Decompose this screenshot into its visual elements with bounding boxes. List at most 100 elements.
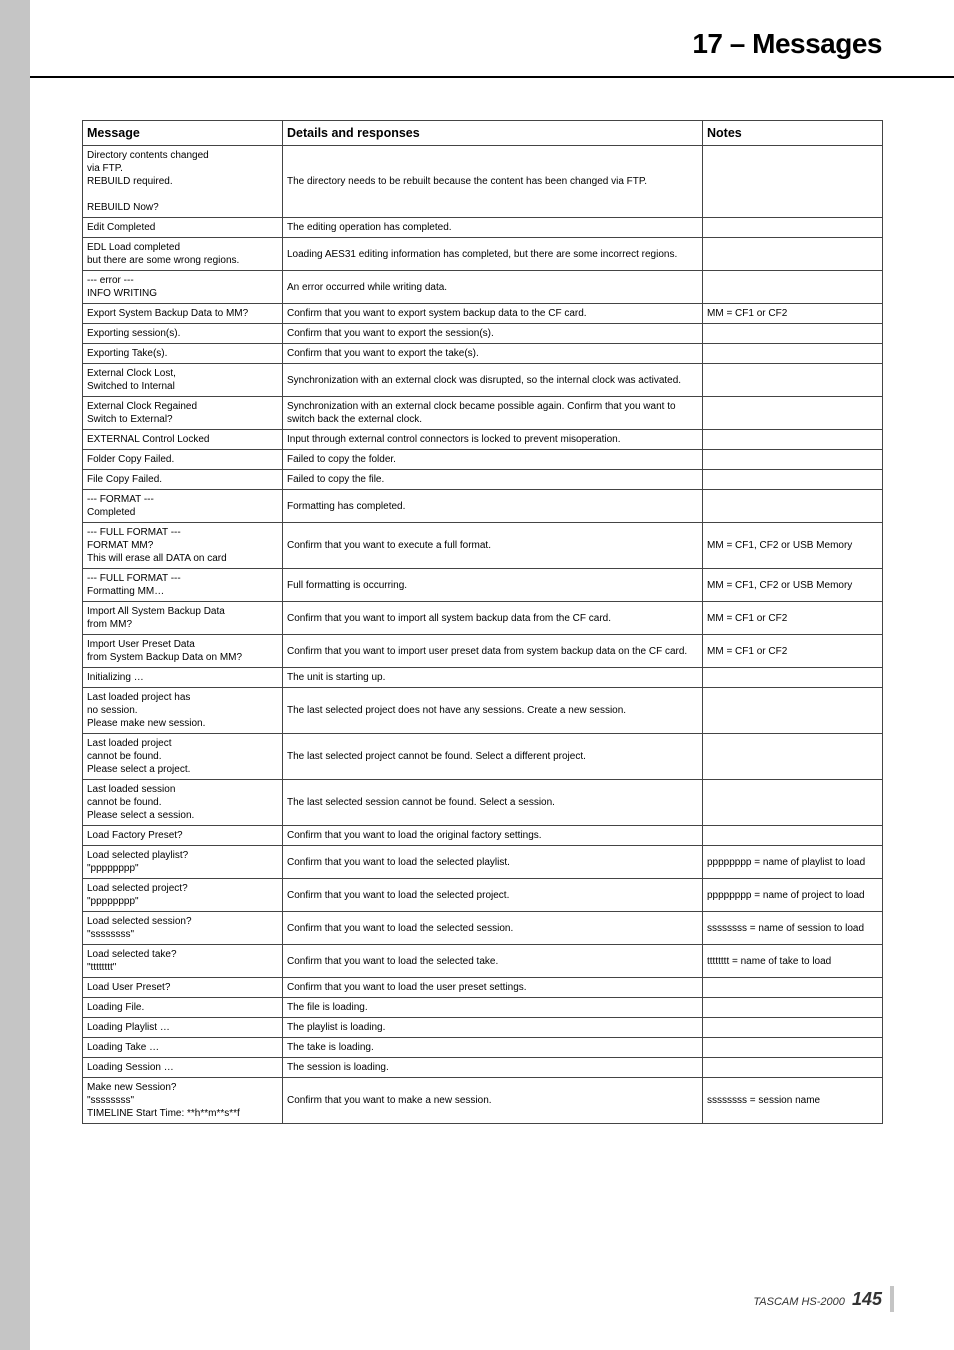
- table-row: External Clock Lost, Switched to Interna…: [83, 364, 883, 397]
- cell-msg: Directory contents changed via FTP. REBU…: [83, 146, 283, 218]
- cell-det: Confirm that you want to export system b…: [283, 304, 703, 324]
- table-row: --- FORMAT --- CompletedFormatting has c…: [83, 490, 883, 523]
- cell-note: [703, 688, 883, 734]
- cell-msg: Last loaded session cannot be found. Ple…: [83, 780, 283, 826]
- cell-note: MM = CF1 or CF2: [703, 304, 883, 324]
- cell-msg: Load selected playlist? "pppppppp": [83, 846, 283, 879]
- table-row: Initializing …The unit is starting up.: [83, 668, 883, 688]
- cell-note: [703, 470, 883, 490]
- cell-det: Confirm that you want to export the sess…: [283, 324, 703, 344]
- cell-det: Full formatting is occurring.: [283, 569, 703, 602]
- cell-det: The directory needs to be rebuilt becaus…: [283, 146, 703, 218]
- page-footer: TASCAM HS-2000 145: [753, 1289, 882, 1310]
- cell-msg: Loading Take …: [83, 1038, 283, 1058]
- cell-note: [703, 397, 883, 430]
- product-name: TASCAM HS-2000: [753, 1296, 845, 1308]
- table-row: Exporting Take(s).Confirm that you want …: [83, 344, 883, 364]
- cell-det: The take is loading.: [283, 1038, 703, 1058]
- table-row: --- error --- INFO WRITINGAn error occur…: [83, 271, 883, 304]
- table-row: Load Factory Preset?Confirm that you wan…: [83, 826, 883, 846]
- cell-msg: EXTERNAL Control Locked: [83, 430, 283, 450]
- cell-det: The unit is starting up.: [283, 668, 703, 688]
- cell-msg: Load selected session? "ssssssss": [83, 912, 283, 945]
- cell-note: pppppppp = name of playlist to load: [703, 846, 883, 879]
- cell-note: [703, 826, 883, 846]
- cell-msg: Load Factory Preset?: [83, 826, 283, 846]
- cell-det: Confirm that you want to export the take…: [283, 344, 703, 364]
- cell-det: Confirm that you want to make a new sess…: [283, 1078, 703, 1124]
- table-row: --- FULL FORMAT --- Formatting MM…Full f…: [83, 569, 883, 602]
- cell-msg: --- FULL FORMAT --- FORMAT MM? This will…: [83, 523, 283, 569]
- cell-note: pppppppp = name of project to load: [703, 879, 883, 912]
- cell-msg: External Clock Regained Switch to Extern…: [83, 397, 283, 430]
- cell-msg: Load User Preset?: [83, 978, 283, 998]
- cell-msg: External Clock Lost, Switched to Interna…: [83, 364, 283, 397]
- cell-note: [703, 1038, 883, 1058]
- chapter-title: 17 – Messages: [692, 28, 882, 60]
- table-row: Last loaded project has no session. Plea…: [83, 688, 883, 734]
- cell-note: tttttttt = name of take to load: [703, 945, 883, 978]
- table-row: Last loaded project cannot be found. Ple…: [83, 734, 883, 780]
- table-row: Load selected take? "tttttttt"Confirm th…: [83, 945, 883, 978]
- table-row: Loading Take …The take is loading.: [83, 1038, 883, 1058]
- cell-det: Failed to copy the file.: [283, 470, 703, 490]
- cell-msg: Load selected take? "tttttttt": [83, 945, 283, 978]
- cell-note: [703, 218, 883, 238]
- col-details: Details and responses: [283, 121, 703, 146]
- table-row: Load selected session? "ssssssss"Confirm…: [83, 912, 883, 945]
- cell-msg: Import All System Backup Data from MM?: [83, 602, 283, 635]
- cell-det: Confirm that you want to load the select…: [283, 912, 703, 945]
- table-row: External Clock Regained Switch to Extern…: [83, 397, 883, 430]
- cell-det: Confirm that you want to load the select…: [283, 879, 703, 912]
- content-area: Message Details and responses Notes Dire…: [82, 120, 882, 1124]
- cell-note: [703, 430, 883, 450]
- table-row: Import User Preset Data from System Back…: [83, 635, 883, 668]
- page-header: 17 – Messages: [30, 0, 954, 78]
- cell-det: The last selected session cannot be foun…: [283, 780, 703, 826]
- cell-note: [703, 668, 883, 688]
- cell-note: [703, 146, 883, 218]
- cell-det: Confirm that you want to load the origin…: [283, 826, 703, 846]
- table-row: File Copy Failed.Failed to copy the file…: [83, 470, 883, 490]
- cell-note: [703, 978, 883, 998]
- cell-msg: --- FULL FORMAT --- Formatting MM…: [83, 569, 283, 602]
- cell-msg: Last loaded project has no session. Plea…: [83, 688, 283, 734]
- table-row: Loading Playlist …The playlist is loadin…: [83, 1018, 883, 1038]
- cell-note: MM = CF1, CF2 or USB Memory: [703, 523, 883, 569]
- messages-table: Message Details and responses Notes Dire…: [82, 120, 883, 1124]
- cell-msg: Initializing …: [83, 668, 283, 688]
- cell-msg: File Copy Failed.: [83, 470, 283, 490]
- cell-det: Failed to copy the folder.: [283, 450, 703, 470]
- cell-det: Synchronization with an external clock b…: [283, 397, 703, 430]
- cell-det: Confirm that you want to import user pre…: [283, 635, 703, 668]
- cell-note: [703, 364, 883, 397]
- cell-msg: --- FORMAT --- Completed: [83, 490, 283, 523]
- table-row: Load selected project? "pppppppp"Confirm…: [83, 879, 883, 912]
- table-row: Load selected playlist? "pppppppp"Confir…: [83, 846, 883, 879]
- cell-note: ssssssss = name of session to load: [703, 912, 883, 945]
- cell-det: Synchronization with an external clock w…: [283, 364, 703, 397]
- page-number: 145: [852, 1289, 882, 1309]
- table-row: Export System Backup Data to MM?Confirm …: [83, 304, 883, 324]
- col-message: Message: [83, 121, 283, 146]
- cell-msg: Loading Playlist …: [83, 1018, 283, 1038]
- cell-note: [703, 344, 883, 364]
- table-row: --- FULL FORMAT --- FORMAT MM? This will…: [83, 523, 883, 569]
- cell-det: Confirm that you want to load the user p…: [283, 978, 703, 998]
- table-row: Last loaded session cannot be found. Ple…: [83, 780, 883, 826]
- table-row: Edit CompletedThe editing operation has …: [83, 218, 883, 238]
- cell-det: Loading AES31 editing information has co…: [283, 238, 703, 271]
- cell-det: Confirm that you want to load the select…: [283, 945, 703, 978]
- cell-note: [703, 450, 883, 470]
- cell-msg: Load selected project? "pppppppp": [83, 879, 283, 912]
- cell-note: [703, 1018, 883, 1038]
- cell-det: The playlist is loading.: [283, 1018, 703, 1038]
- cell-note: [703, 490, 883, 523]
- table-row: Load User Preset?Confirm that you want t…: [83, 978, 883, 998]
- left-accent-bar: [0, 0, 30, 1350]
- table-row: Import All System Backup Data from MM?Co…: [83, 602, 883, 635]
- cell-msg: Edit Completed: [83, 218, 283, 238]
- cell-msg: Folder Copy Failed.: [83, 450, 283, 470]
- cell-det: Confirm that you want to execute a full …: [283, 523, 703, 569]
- table-row: EDL Load completed but there are some wr…: [83, 238, 883, 271]
